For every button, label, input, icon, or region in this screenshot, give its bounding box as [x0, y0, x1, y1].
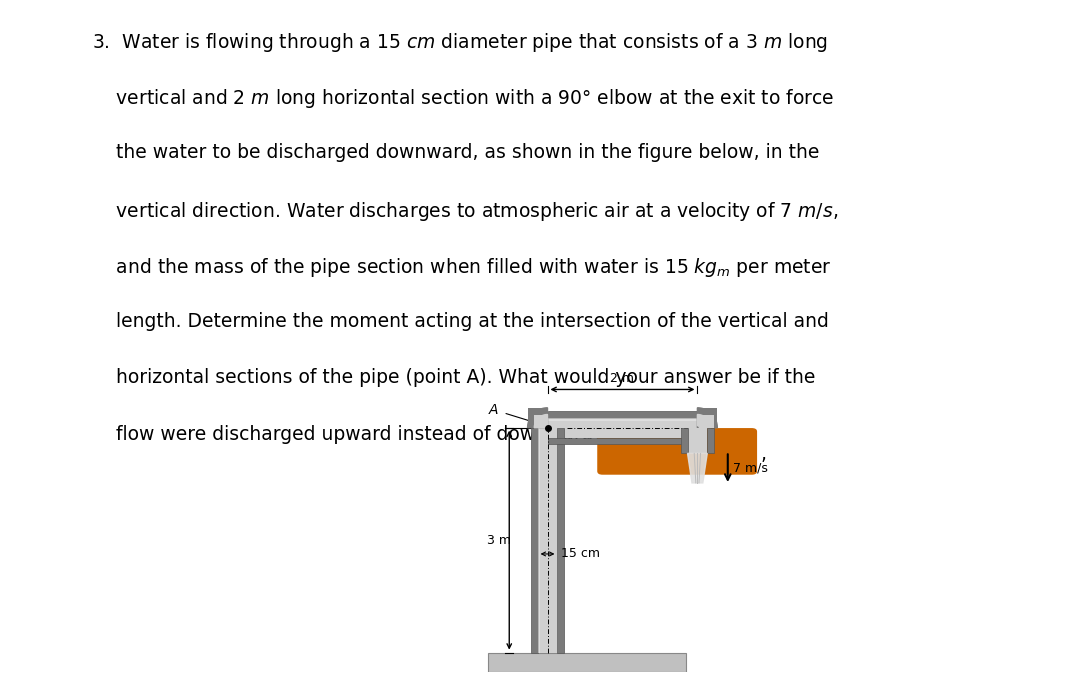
FancyBboxPatch shape	[597, 428, 757, 475]
Text: $A$: $A$	[487, 403, 499, 417]
Text: ,: ,	[760, 445, 767, 464]
Bar	[538, 428, 557, 652]
Bar	[698, 407, 717, 428]
Text: horizontal sections of the pipe (point A). What would your answer be if the: horizontal sections of the pipe (point A…	[92, 368, 815, 388]
Text: flow were discharged upward instead of downward?: flow were discharged upward instead of d…	[92, 425, 603, 444]
Bar	[548, 438, 698, 445]
Bar	[557, 428, 564, 652]
Bar	[548, 418, 698, 438]
Bar	[528, 407, 548, 428]
Bar	[531, 428, 538, 652]
Bar	[535, 414, 548, 428]
Bar	[688, 428, 707, 453]
Text: and the mass of the pipe section when filled with water is 15 $\it{kg_m}$ per me: and the mass of the pipe section when fi…	[92, 256, 832, 279]
Bar	[548, 411, 698, 418]
Text: 7 m/s: 7 m/s	[732, 462, 768, 475]
Text: 3 m: 3 m	[487, 534, 512, 547]
Text: vertical direction. Water discharges to atmospheric air at a velocity of 7 $\it{: vertical direction. Water discharges to …	[92, 200, 838, 223]
Text: 3.  Water is flowing through a 15 $\it{cm}$ diameter pipe that consists of a 3 $: 3. Water is flowing through a 15 $\it{cm…	[92, 31, 828, 54]
Bar	[680, 428, 688, 453]
Text: length. Determine the moment acting at the intersection of the vertical and: length. Determine the moment acting at t…	[92, 312, 828, 331]
Polygon shape	[698, 414, 711, 428]
Text: 2 m: 2 m	[610, 372, 634, 385]
Polygon shape	[698, 407, 717, 428]
Bar	[488, 652, 686, 672]
Bar	[548, 418, 698, 421]
Bar	[538, 428, 540, 652]
Polygon shape	[688, 453, 707, 483]
Polygon shape	[535, 414, 548, 428]
Polygon shape	[528, 407, 548, 428]
Text: vertical and 2 $\it{m}$ long horizontal section with a 90° elbow at the exit to : vertical and 2 $\it{m}$ long horizontal …	[92, 87, 834, 110]
Bar	[707, 428, 714, 453]
Text: the water to be discharged downward, as shown in the figure below, in the: the water to be discharged downward, as …	[92, 143, 819, 163]
Text: 15 cm: 15 cm	[562, 547, 600, 560]
Bar	[701, 414, 714, 428]
